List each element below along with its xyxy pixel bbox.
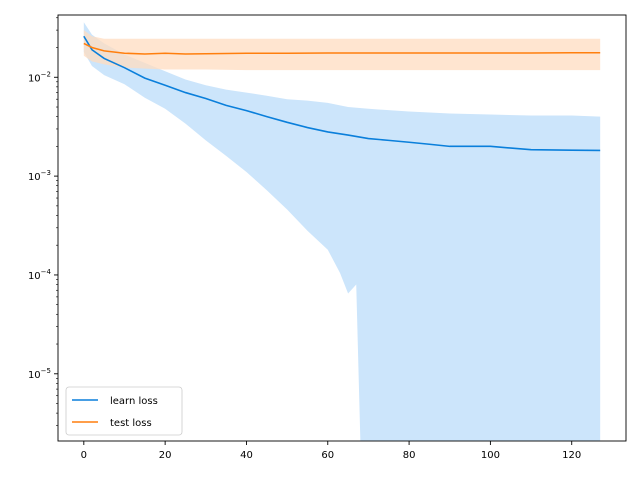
x-tick-label: 100 bbox=[481, 450, 500, 461]
legend: learn loss test loss bbox=[65, 386, 183, 436]
y-tick-label: 10−4 bbox=[28, 268, 52, 282]
band-learn-loss bbox=[83, 22, 601, 441]
line-test-loss bbox=[83, 42, 601, 55]
x-tick-label: 120 bbox=[562, 450, 581, 461]
legend-label: learn loss bbox=[110, 396, 158, 407]
y-tick-label: 10−3 bbox=[28, 169, 51, 183]
x-tick-label: 20 bbox=[159, 450, 172, 461]
x-tick-label: 40 bbox=[240, 450, 253, 461]
legend-label: test loss bbox=[110, 418, 152, 429]
line-learn-loss bbox=[83, 35, 601, 152]
y-tick-label: 10−5 bbox=[28, 367, 51, 381]
x-tick-label: 60 bbox=[321, 450, 334, 461]
y-tick-label: 10−2 bbox=[28, 70, 51, 84]
band-test-loss bbox=[83, 30, 601, 71]
x-tick-label: 0 bbox=[81, 450, 87, 461]
axis-ticks: 0 20 40 60 80 100 120 10−5 10−4 10−3 10−2 bbox=[28, 17, 581, 461]
legend-box bbox=[65, 386, 183, 436]
x-tick-label: 80 bbox=[403, 450, 416, 461]
